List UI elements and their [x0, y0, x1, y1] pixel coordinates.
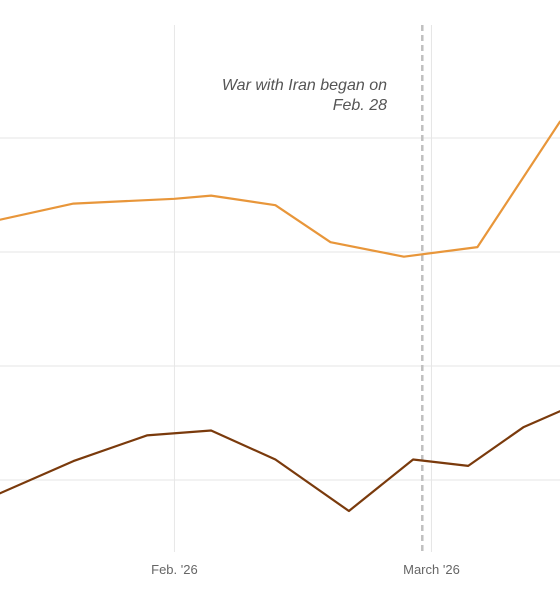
- gridlines: [0, 25, 560, 552]
- annotation-line-1: War with Iran began on: [222, 77, 387, 94]
- series-line-light: [0, 120, 560, 258]
- x-ticks: Feb. '26 March '26: [151, 562, 460, 577]
- x-tick-label: March '26: [403, 562, 460, 577]
- series-layer: [0, 120, 560, 513]
- x-tick-label: Feb. '26: [151, 562, 198, 577]
- annotation-line-2: Feb. 28: [333, 97, 387, 114]
- series-line-dark: [0, 410, 560, 513]
- event-marker: War with Iran began on Feb. 28: [222, 25, 424, 552]
